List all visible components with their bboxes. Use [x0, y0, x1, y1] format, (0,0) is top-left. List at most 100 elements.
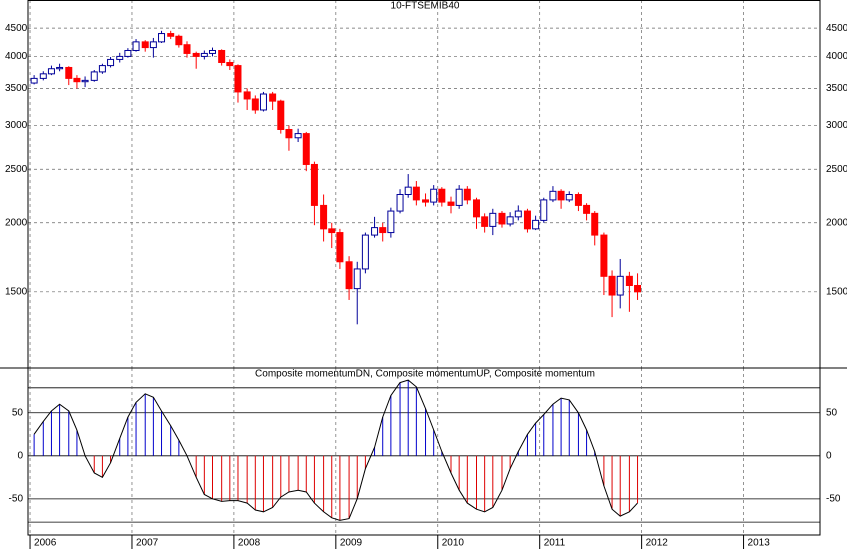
- candle-body: [269, 93, 277, 102]
- candle-body: [514, 210, 522, 218]
- candle-body: [523, 210, 531, 230]
- candle-body: [549, 190, 557, 201]
- candle-body: [557, 190, 565, 201]
- candle-body: [455, 188, 463, 206]
- candle-body: [277, 100, 285, 130]
- candle-body: [226, 61, 234, 67]
- candle-body: [192, 52, 200, 57]
- y-tick-label: 4500: [826, 23, 847, 34]
- candle-body: [56, 66, 64, 70]
- candle-body: [251, 98, 259, 111]
- x-tick-label: 2009: [340, 538, 363, 549]
- y-tick-label: -50: [9, 493, 24, 504]
- candle-body: [336, 232, 344, 263]
- y-tick-label: 2000: [826, 217, 847, 228]
- candle-body: [259, 93, 267, 111]
- candle-body: [574, 194, 582, 206]
- x-tick-label: 2010: [442, 538, 465, 549]
- y-tick-label: 4000: [5, 51, 28, 62]
- candle-body: [116, 55, 124, 60]
- candle-body: [175, 35, 183, 46]
- candle-body: [98, 65, 106, 73]
- candle-body: [412, 186, 420, 201]
- y-tick-label: 1500: [5, 286, 28, 297]
- candle-body: [243, 91, 251, 100]
- candle-body: [345, 261, 353, 290]
- candle-body: [132, 41, 140, 51]
- candle-body: [540, 199, 548, 221]
- candle-body: [208, 49, 216, 54]
- x-tick-label: 2006: [34, 538, 57, 549]
- candle-body: [387, 210, 395, 234]
- candle-body: [90, 71, 98, 81]
- candle-body: [200, 52, 208, 57]
- y-tick-label: -50: [826, 493, 841, 504]
- candle-body: [481, 216, 489, 227]
- indicator-title: Composite momentumDN, Composite momentum…: [255, 369, 595, 380]
- x-tick-label: 2008: [238, 538, 261, 549]
- candle-body: [285, 128, 293, 139]
- y-tick-label: 4500: [5, 23, 28, 34]
- candle-body: [625, 275, 633, 286]
- candle-body: [583, 204, 591, 214]
- candle-body: [81, 79, 89, 83]
- candle-body: [463, 188, 471, 201]
- candle-body: [167, 33, 175, 37]
- candle-body: [608, 275, 616, 296]
- candle-body: [141, 41, 149, 49]
- candle-body: [430, 188, 438, 203]
- candle-body: [379, 227, 387, 234]
- candle-body: [472, 199, 480, 218]
- y-tick-label: 50: [826, 407, 838, 418]
- candle-body: [320, 204, 328, 230]
- y-tick-label: 3500: [5, 83, 28, 94]
- y-tick-label: 2500: [5, 164, 28, 175]
- candle-body: [438, 188, 446, 203]
- y-tick-label: 1500: [826, 286, 847, 297]
- candle-body: [107, 58, 115, 67]
- y-tick-label: 3000: [826, 120, 847, 131]
- y-tick-label: 2500: [826, 164, 847, 175]
- candle-body: [634, 284, 642, 293]
- x-tick-label: 2012: [646, 538, 669, 549]
- x-tick-label: 2007: [136, 538, 159, 549]
- y-tick-label: 3000: [5, 120, 28, 131]
- candle-body: [47, 68, 55, 75]
- candle-body: [328, 228, 336, 234]
- candle-body: [310, 163, 318, 206]
- candle-body: [124, 49, 132, 57]
- candle-body: [302, 133, 310, 165]
- y-tick-label: 4000: [826, 51, 847, 62]
- x-tick-label: 2011: [544, 538, 566, 549]
- candle-body: [149, 41, 157, 49]
- candle-body: [294, 133, 302, 139]
- candle-body: [158, 33, 166, 43]
- candle-body: [591, 212, 599, 236]
- chart-title: 10-FTSEMIB40: [391, 1, 460, 12]
- candle-body: [371, 227, 379, 236]
- candle-body: [506, 216, 514, 225]
- candle-body: [498, 212, 506, 225]
- candle-body: [30, 77, 38, 84]
- momentum-line: [33, 379, 638, 521]
- candle-body: [616, 275, 624, 296]
- candle-body: [565, 194, 573, 201]
- y-tick-label: 2000: [5, 217, 28, 228]
- y-tick-label: 50: [12, 407, 24, 418]
- y-tick-label: 3500: [826, 83, 847, 94]
- y-tick-label: 0: [17, 450, 23, 461]
- candle-body: [73, 77, 81, 83]
- candle-body: [396, 194, 404, 212]
- candle-body: [361, 234, 369, 270]
- candle-body: [65, 66, 73, 79]
- candle-body: [404, 186, 412, 196]
- candle-body: [353, 268, 361, 290]
- candle-body: [447, 201, 455, 206]
- candle-body: [600, 234, 608, 277]
- candle-body: [532, 219, 540, 230]
- candle-body: [218, 49, 226, 63]
- candle-body: [489, 212, 497, 227]
